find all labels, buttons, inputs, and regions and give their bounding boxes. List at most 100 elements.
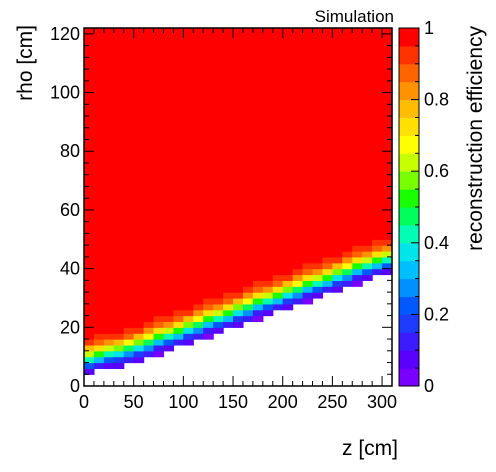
- heatmap-cell: [84, 209, 95, 217]
- heatmap-cell: [282, 116, 294, 123]
- heatmap-cell: [302, 268, 314, 276]
- heatmap-cell: [84, 80, 95, 88]
- heatmap-cell: [213, 245, 224, 252]
- heatmap-cell: [242, 92, 254, 100]
- heatmap-cell: [183, 69, 194, 76]
- heatmap-cell: [173, 321, 184, 328]
- heatmap-cell: [312, 227, 324, 235]
- heatmap-cell: [262, 274, 274, 281]
- heatmap-cell: [332, 262, 343, 270]
- heatmap-cell: [352, 221, 363, 229]
- heatmap-cell: [372, 69, 383, 76]
- heatmap-cell: [252, 51, 264, 58]
- heatmap-cell: [292, 39, 304, 47]
- heatmap-cell: [84, 74, 95, 82]
- heatmap-cell: [213, 74, 224, 82]
- heatmap-cell: [143, 268, 155, 276]
- heatmap-cell: [203, 74, 214, 82]
- heatmap-cell: [193, 192, 204, 199]
- heatmap-cell: [213, 168, 224, 176]
- heatmap-cell: [342, 268, 353, 276]
- heatmap-cell: [153, 127, 165, 135]
- heatmap-cell: [302, 204, 314, 211]
- heatmap-cell: [163, 92, 175, 100]
- heatmap-cell: [282, 221, 294, 229]
- heatmap-cell: [362, 139, 373, 146]
- heatmap-cell: [203, 280, 214, 287]
- heatmap-cell: [123, 333, 135, 340]
- heatmap-cell: [143, 303, 155, 311]
- heatmap-cell: [292, 292, 304, 299]
- heatmap-cell: [173, 151, 184, 158]
- heatmap-cell: [123, 45, 135, 53]
- heatmap-cell: [252, 116, 264, 123]
- heatmap-cell: [382, 245, 393, 252]
- heatmap-cell: [103, 28, 115, 35]
- heatmap-cell: [84, 133, 95, 141]
- heatmap-cell: [123, 151, 135, 158]
- heatmap-cell: [292, 186, 304, 193]
- heatmap-cell: [84, 309, 95, 317]
- heatmap-cell: [93, 127, 105, 135]
- heatmap-cell: [93, 262, 105, 270]
- heatmap-cell: [233, 180, 244, 188]
- heatmap-cell: [382, 69, 393, 76]
- heatmap-cell: [322, 139, 333, 146]
- heatmap-cell: [84, 180, 95, 188]
- heatmap-cell: [302, 145, 314, 152]
- heatmap-cell: [272, 227, 284, 235]
- heatmap-cell: [292, 28, 304, 35]
- heatmap-cell: [372, 262, 383, 270]
- heatmap-cell: [203, 274, 214, 281]
- heatmap-cell: [282, 98, 294, 105]
- heatmap-cell: [292, 145, 304, 152]
- heatmap-cell: [322, 280, 333, 287]
- heatmap-cell: [173, 121, 184, 129]
- heatmap-cell: [113, 215, 125, 223]
- heatmap-cell: [103, 51, 115, 58]
- heatmap-cell: [163, 227, 175, 235]
- heatmap-cell: [193, 274, 204, 281]
- heatmap-cell: [292, 157, 304, 164]
- heatmap-cell: [292, 239, 304, 246]
- heatmap-cell: [223, 45, 234, 53]
- heatmap-cell: [113, 162, 125, 170]
- heatmap-cell: [292, 69, 304, 76]
- heatmap-cell: [203, 57, 214, 64]
- heatmap-cell: [382, 139, 393, 146]
- heatmap-cell: [233, 297, 244, 305]
- heatmap-cell: [272, 215, 284, 223]
- heatmap-cell: [133, 333, 145, 340]
- heatmap-cell: [233, 174, 244, 182]
- heatmap-cell: [113, 280, 125, 287]
- heatmap-cell: [362, 174, 373, 182]
- heatmap-cell: [252, 28, 264, 35]
- heatmap-cell: [312, 268, 324, 276]
- heatmap-cell: [173, 145, 184, 152]
- heatmap-cell: [193, 321, 204, 328]
- heatmap-cell: [382, 86, 393, 94]
- heatmap-cell: [203, 92, 214, 100]
- heatmap-cell: [382, 215, 393, 223]
- heatmap-cell: [242, 309, 254, 317]
- heatmap-cell: [153, 344, 165, 352]
- heatmap-cell: [332, 245, 343, 252]
- heatmap-cell: [292, 209, 304, 217]
- heatmap-cell: [123, 74, 135, 82]
- heatmap-cell: [84, 98, 95, 105]
- heatmap-cell: [362, 74, 373, 82]
- heatmap-cell: [302, 98, 314, 105]
- heatmap-cell: [302, 74, 314, 82]
- heatmap-cell: [282, 45, 294, 53]
- heatmap-cell: [173, 221, 184, 229]
- heatmap-cell: [233, 162, 244, 170]
- palette-band: [399, 28, 419, 47]
- heatmap-cell: [84, 69, 95, 76]
- heatmap-cell: [183, 151, 194, 158]
- heatmap-cell: [312, 256, 324, 264]
- heatmap-cell: [103, 350, 115, 358]
- heatmap-cell: [272, 292, 284, 299]
- heatmap-cell: [103, 303, 115, 311]
- heatmap-cell: [372, 145, 383, 152]
- heatmap-cell: [352, 162, 363, 170]
